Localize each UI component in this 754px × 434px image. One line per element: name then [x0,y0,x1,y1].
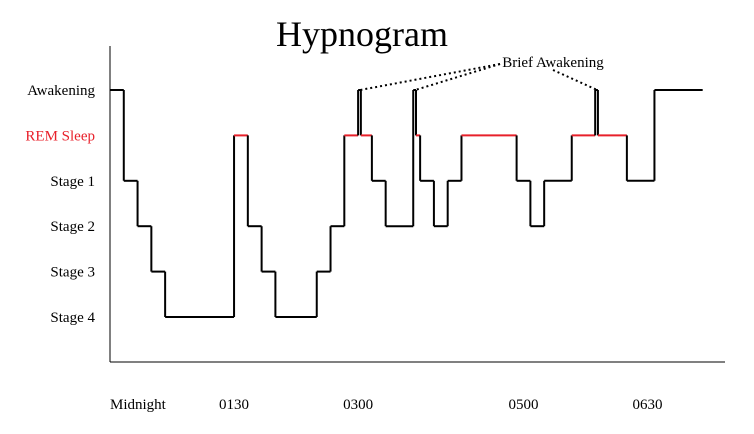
x-tick-label: Midnight [110,397,167,413]
x-tick-label: 0500 [509,397,539,413]
x-tick-label: 0630 [633,397,663,413]
x-axis-labels: Midnight 0130 0300 0500 0630 [110,397,663,413]
x-tick-label: 0130 [219,397,249,413]
annotation-pointer [359,63,501,91]
y-tick-label: REM Sleep [25,128,95,144]
annotation-pointer [552,69,598,91]
y-tick-label: Awakening [27,83,95,99]
chart-title: Hypnogram [276,14,448,54]
x-tick-label: 0300 [343,397,373,413]
annotation-pointer [414,63,501,91]
y-tick-label: Stage 3 [50,265,95,281]
y-tick-label: Stage 1 [50,174,95,190]
hypnogram-series [110,89,703,318]
y-tick-label: Stage 2 [50,219,95,235]
annotation-group: Brief Awakening [359,55,604,91]
y-tick-label: Stage 4 [50,310,95,326]
annotation-label: Brief Awakening [502,55,604,71]
y-axis-labels: Awakening REM Sleep Stage 1 Stage 2 Stage 3 S… [25,83,95,326]
